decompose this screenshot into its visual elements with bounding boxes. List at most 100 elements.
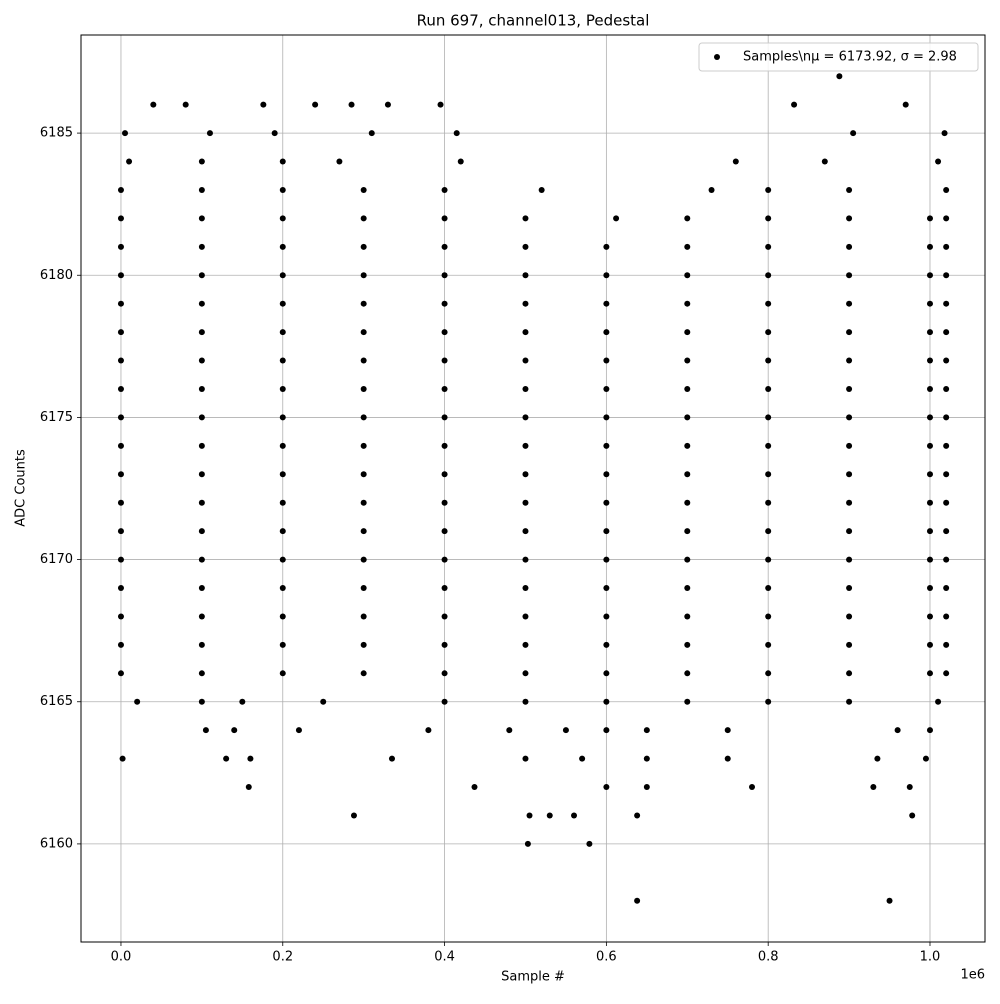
point <box>198 585 205 592</box>
point <box>198 385 205 392</box>
point <box>926 641 933 648</box>
point <box>441 329 448 336</box>
point <box>943 357 950 364</box>
point <box>279 499 286 506</box>
point <box>926 215 933 222</box>
point <box>926 385 933 392</box>
point <box>943 186 950 193</box>
point <box>279 357 286 364</box>
point <box>522 300 529 307</box>
point <box>441 528 448 535</box>
point <box>684 442 691 449</box>
point <box>603 528 610 535</box>
point <box>441 698 448 705</box>
point <box>765 300 772 307</box>
point <box>765 243 772 250</box>
point <box>279 670 286 677</box>
point <box>198 670 205 677</box>
point <box>603 727 610 734</box>
point <box>360 243 367 250</box>
point <box>117 528 124 535</box>
point <box>943 641 950 648</box>
point <box>765 556 772 563</box>
point <box>441 414 448 421</box>
point <box>603 272 610 279</box>
point <box>348 101 355 108</box>
x-tick-label: 0.4 <box>434 950 455 965</box>
point <box>522 613 529 620</box>
x-offset-label: 1e6 <box>960 968 985 983</box>
point <box>360 357 367 364</box>
point <box>926 528 933 535</box>
point <box>360 556 367 563</box>
point <box>926 556 933 563</box>
point <box>223 755 230 762</box>
point <box>441 272 448 279</box>
point <box>425 727 432 734</box>
point <box>182 101 189 108</box>
point <box>122 130 129 137</box>
x-tick-label: 0.0 <box>111 950 132 965</box>
point <box>260 101 267 108</box>
point <box>643 727 650 734</box>
point <box>522 641 529 648</box>
point <box>117 641 124 648</box>
point <box>603 784 610 791</box>
point <box>117 556 124 563</box>
point <box>684 385 691 392</box>
point <box>522 243 529 250</box>
legend-label: Samples\nμ = 6173.92, σ = 2.98 <box>743 50 957 65</box>
point <box>684 414 691 421</box>
point <box>603 556 610 563</box>
point <box>522 499 529 506</box>
point <box>336 158 343 165</box>
point <box>846 414 853 421</box>
y-tick-label: 6165 <box>40 694 73 709</box>
point <box>846 186 853 193</box>
point <box>441 499 448 506</box>
y-tick-label: 6180 <box>40 268 73 283</box>
point <box>846 357 853 364</box>
point <box>360 329 367 336</box>
point <box>874 755 881 762</box>
point <box>117 329 124 336</box>
point <box>117 442 124 449</box>
legend-marker <box>714 54 720 60</box>
point <box>846 442 853 449</box>
point <box>935 158 942 165</box>
point <box>198 556 205 563</box>
point <box>441 585 448 592</box>
point <box>765 499 772 506</box>
point <box>943 585 950 592</box>
point <box>437 101 444 108</box>
point <box>603 414 610 421</box>
point <box>279 300 286 307</box>
point <box>765 385 772 392</box>
point <box>684 215 691 222</box>
point <box>360 528 367 535</box>
point <box>295 727 302 734</box>
point <box>732 158 739 165</box>
point <box>522 272 529 279</box>
point <box>765 357 772 364</box>
point <box>117 613 124 620</box>
point <box>850 130 857 137</box>
y-axis-label: ADC Counts <box>14 449 29 527</box>
point <box>836 73 843 80</box>
point <box>279 158 286 165</box>
x-tick-label: 0.6 <box>596 950 617 965</box>
point <box>684 528 691 535</box>
point <box>198 158 205 165</box>
point <box>684 272 691 279</box>
point <box>846 670 853 677</box>
point <box>603 641 610 648</box>
point <box>765 471 772 478</box>
point <box>926 329 933 336</box>
point <box>902 101 909 108</box>
point <box>684 499 691 506</box>
point <box>247 755 254 762</box>
point <box>453 130 460 137</box>
point <box>198 499 205 506</box>
point <box>586 840 593 847</box>
point <box>926 471 933 478</box>
